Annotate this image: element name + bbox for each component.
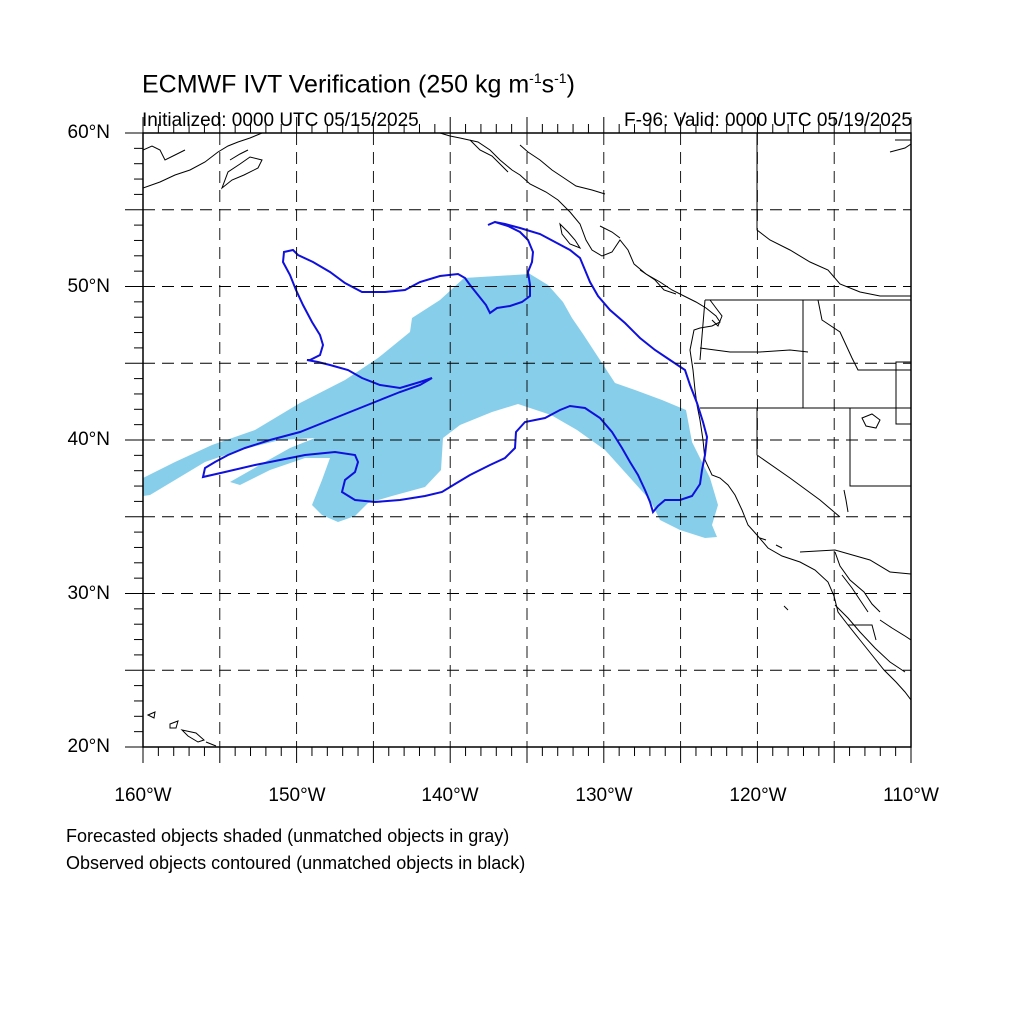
forecast-ivt-object: [143, 274, 718, 538]
lat-label-60n: 60°N: [67, 122, 110, 143]
caption-forecast: Forecasted objects shaded (unmatched obj…: [66, 826, 510, 846]
lon-label-140w: 140°W: [421, 785, 479, 806]
coastline-layer: [143, 133, 911, 747]
lat-label-30n: 30°N: [67, 583, 110, 604]
lon-label-120w: 120°W: [729, 785, 787, 806]
lat-label-20n: 20°N: [67, 736, 110, 757]
graticule: [143, 133, 911, 747]
caption-observed: Observed objects contoured (unmatched ob…: [66, 853, 526, 873]
axis-ticks: [125, 117, 912, 763]
lat-label-40n: 40°N: [67, 429, 110, 450]
lon-label-110w: 110°W: [883, 785, 939, 806]
lon-label-130w: 130°W: [575, 785, 633, 806]
lon-label-160w: 160°W: [114, 785, 172, 806]
observed-ivt-object: [201, 220, 709, 515]
chart-title: ECMWF IVT Verification (250 kg m-1s-1): [142, 70, 575, 99]
initialized-label: Initialized: 0000 UTC 05/15/2025: [142, 110, 419, 131]
lon-label-150w: 150°W: [268, 785, 326, 806]
lat-label-50n: 50°N: [67, 276, 110, 297]
